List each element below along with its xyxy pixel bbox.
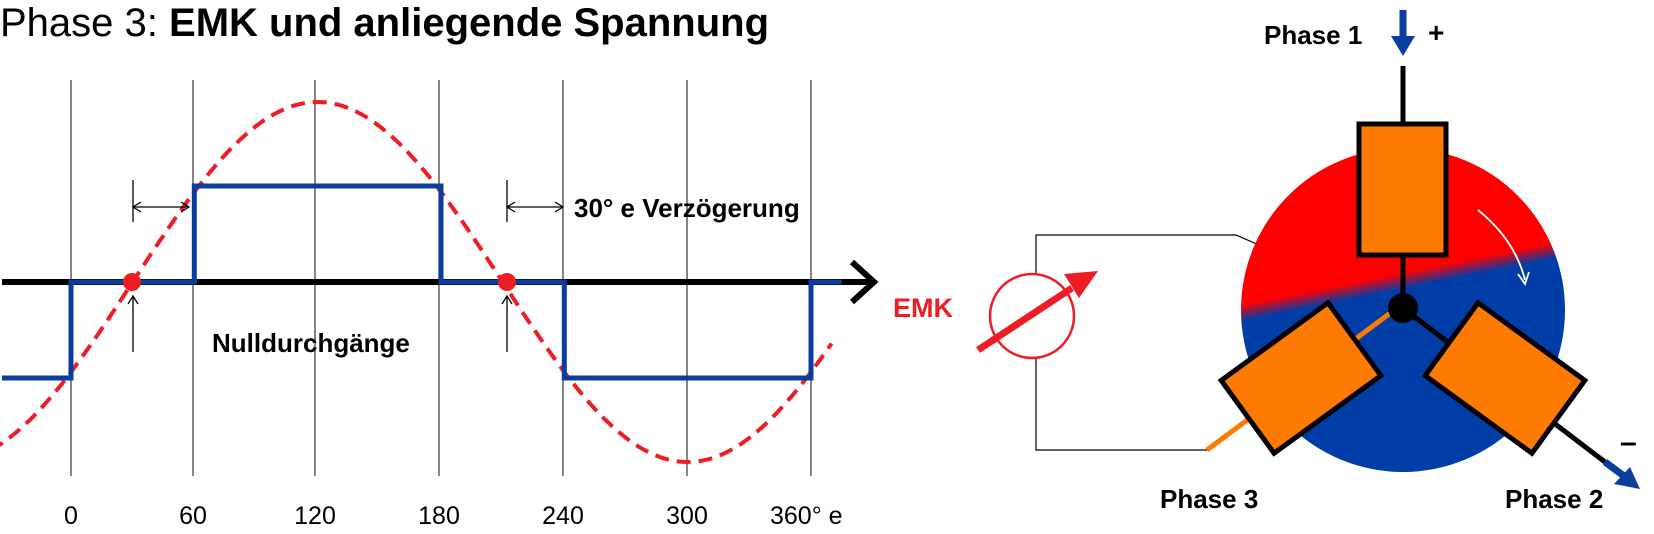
- plus-sign: +: [1428, 17, 1444, 48]
- minus-sign: –: [1620, 426, 1637, 459]
- waveform-chart: 30° e Verzögerung Nulldurchgänge 0 60 12…: [0, 80, 879, 530]
- delay-marker-right: [505, 180, 565, 222]
- rotation-arrow: [1477, 209, 1526, 281]
- emf-curve: [0, 99, 834, 465]
- delay-marker-left: [131, 180, 191, 222]
- zero-crossing-pointer-right: [501, 294, 513, 352]
- star-point: [1388, 293, 1418, 323]
- x-tick-label: 360° e: [770, 502, 843, 530]
- phase3-coil: [1217, 299, 1385, 457]
- vertical-gridlines: [70, 80, 812, 476]
- emk-meter-needle: [976, 285, 1074, 353]
- phase2-coil: [1421, 299, 1589, 457]
- zero-crossing-dot-30: [123, 273, 141, 291]
- phase1-label: Phase 1: [1264, 20, 1362, 50]
- delay-label: 30° e Verzögerung: [574, 193, 800, 223]
- x-axis-arrowhead: [849, 259, 879, 305]
- zero-crossings-label: Nulldurchgänge: [212, 328, 410, 358]
- zero-crossing-dot-210: [498, 273, 516, 291]
- zero-crossing-pointer-left: [127, 294, 139, 352]
- motor-schematic: EMK Phase 1 + – Phase 2 Phase 3: [893, 10, 1640, 514]
- x-tick-label: 240: [542, 502, 584, 530]
- emk-meter-arrowhead: [1064, 271, 1098, 298]
- title-prefix: Phase 3:: [0, 1, 170, 45]
- page-title: Phase 3: EMK und anliegende Spannung: [0, 0, 769, 50]
- x-tick-label: 120: [294, 502, 336, 530]
- phase1-coil: [1356, 121, 1449, 258]
- emk-label: EMK: [893, 293, 954, 323]
- title-main: EMK und anliegende Spannung: [169, 1, 770, 45]
- voltage-waveform: [2, 183, 842, 381]
- phase2-arrow: [1602, 459, 1640, 489]
- phase3-label: Phase 3: [1160, 484, 1258, 514]
- x-tick-label: 0: [64, 502, 78, 530]
- x-tick-label: 180: [418, 502, 460, 530]
- x-tick-label: 300: [666, 502, 708, 530]
- phase2-label: Phase 2: [1505, 484, 1603, 514]
- x-tick-label: 60: [179, 502, 207, 530]
- phase1-arrow: [1391, 10, 1415, 56]
- rotation-arrowhead: [1517, 271, 1530, 286]
- x-tick-labels: 0 60 120 180 240 300 360° e: [64, 502, 843, 530]
